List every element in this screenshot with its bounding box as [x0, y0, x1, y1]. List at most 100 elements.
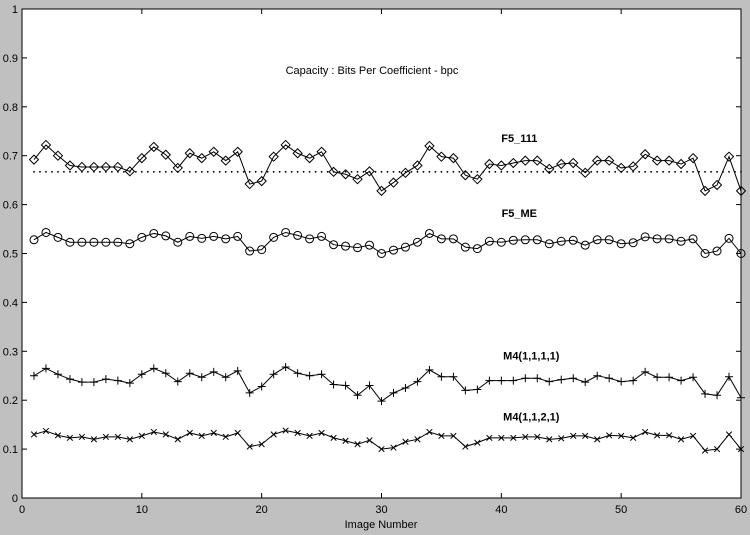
circle-marker: [161, 231, 171, 241]
plus-marker: [581, 378, 590, 387]
circle-marker: [664, 234, 674, 244]
diamond-marker: [711, 179, 723, 191]
plus-marker: [329, 380, 338, 389]
reference-line-layer: [33, 170, 742, 173]
diamond-marker: [735, 185, 747, 197]
x-marker: [282, 427, 289, 434]
reference-dot: [542, 170, 545, 173]
circle-marker: [568, 235, 578, 245]
plus-marker: [521, 374, 530, 383]
plus-marker: [605, 374, 614, 383]
plus-marker: [569, 374, 578, 383]
plus-marker: [269, 370, 278, 379]
circle-marker: [676, 236, 686, 246]
reference-dot: [386, 170, 389, 173]
diamond-marker: [64, 160, 76, 171]
diamond-marker: [88, 161, 100, 173]
circle-marker: [640, 232, 650, 242]
plus-marker: [65, 375, 74, 384]
reference-dot: [632, 170, 635, 173]
plus-marker: [413, 377, 422, 386]
reference-dot: [188, 170, 191, 173]
x-marker: [522, 433, 529, 441]
diamond-marker: [280, 139, 291, 151]
series-label-m4-1-1-2-1: M4(1,1,2,1): [503, 412, 560, 424]
x-marker: [618, 432, 625, 440]
diamond-marker: [268, 151, 279, 162]
x-marker: [342, 437, 349, 444]
plus-marker: [389, 388, 398, 397]
reference-dot: [374, 170, 377, 173]
axis-ticks: [21, 8, 742, 499]
reference-dot: [572, 170, 575, 173]
plus-marker: [89, 378, 98, 387]
plus-marker: [461, 386, 470, 395]
diamond-marker: [100, 161, 112, 173]
plus-marker: [593, 371, 602, 380]
diamond-marker: [699, 185, 711, 197]
x-marker: [582, 432, 589, 440]
circle-marker: [137, 232, 147, 242]
plus-marker: [173, 377, 182, 386]
diamond-marker: [520, 155, 531, 166]
plus-marker: [41, 364, 50, 373]
reference-dot: [158, 170, 161, 173]
plus-marker: [281, 362, 290, 371]
diamond-marker: [124, 166, 136, 177]
x-marker: [90, 436, 98, 443]
reference-dot: [206, 170, 209, 173]
circle-marker: [233, 231, 243, 241]
plus-marker: [125, 379, 134, 388]
chart-annotation: Capacity : Bits Per Coefficient - bpc: [286, 65, 459, 77]
reference-dot: [416, 170, 419, 173]
circle-marker: [209, 231, 219, 241]
reference-dot: [704, 170, 706, 173]
x-tick-label: 50: [615, 504, 627, 516]
plus-marker: [365, 381, 374, 390]
diamond-marker: [508, 157, 519, 169]
circle-marker: [532, 235, 542, 245]
y-tick-label: 0.6: [3, 200, 18, 212]
reference-dot: [122, 170, 125, 173]
x-marker: [198, 432, 205, 440]
plus-marker: [221, 373, 230, 382]
x-marker: [426, 428, 433, 436]
diamond-marker: [244, 178, 255, 190]
reference-dot: [254, 170, 257, 173]
x-marker: [270, 431, 277, 438]
x-marker: [402, 438, 409, 445]
diamond-marker: [364, 166, 375, 177]
diamond-marker: [603, 155, 615, 166]
reference-dot: [338, 170, 341, 173]
x-marker: [606, 432, 613, 439]
x-marker: [390, 444, 397, 451]
x-marker: [162, 431, 169, 438]
reference-dot: [560, 170, 563, 173]
diamond-marker: [484, 158, 495, 170]
circle-marker: [53, 232, 63, 242]
x-marker: [78, 433, 86, 441]
circle-marker: [412, 237, 422, 247]
x-marker: [114, 433, 122, 441]
plus-marker: [197, 373, 206, 382]
reference-dot: [728, 170, 730, 173]
reference-dot: [200, 170, 203, 173]
plus-marker: [725, 372, 734, 381]
x-marker: [474, 439, 481, 446]
diamond-marker: [136, 152, 148, 164]
plus-marker: [341, 381, 350, 390]
series-label-f5-111: F5_111: [501, 133, 537, 145]
x-marker: [438, 432, 445, 440]
circle-marker: [257, 245, 267, 255]
reference-dot: [362, 170, 365, 173]
reference-dot: [524, 170, 527, 173]
x-marker: [246, 443, 253, 450]
circle-marker: [197, 233, 207, 243]
diamond-marker: [448, 152, 459, 164]
plus-marker: [641, 367, 650, 376]
plus-marker: [137, 370, 146, 379]
reference-dot: [674, 170, 676, 173]
x-marker: [354, 441, 361, 448]
reference-dot: [320, 170, 323, 173]
